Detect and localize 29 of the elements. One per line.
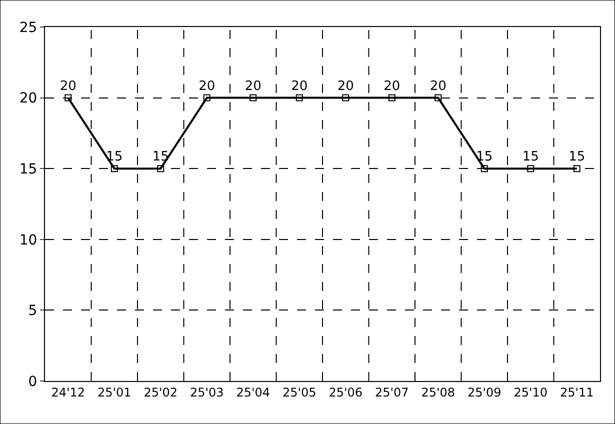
data-label: 15 (476, 150, 493, 165)
data-label: 20 (337, 78, 354, 94)
y-tick-label: 5 (28, 303, 38, 320)
x-tick-label: 25'04 (236, 385, 270, 400)
x-tick-label: 25'01 (97, 385, 132, 400)
data-label: 15 (106, 150, 123, 165)
x-tick-label: 25'07 (374, 385, 409, 400)
x-tick-label: 25'09 (467, 385, 502, 400)
data-label: 20 (60, 78, 76, 94)
x-tick-label: 25'10 (514, 385, 548, 400)
data-label: 20 (244, 78, 262, 94)
data-label: 20 (198, 78, 216, 94)
x-tick-label: 25'08 (421, 385, 456, 400)
y-tick-label: 25 (19, 20, 38, 36)
data-label: 15 (568, 150, 586, 165)
y-tick-label: 10 (19, 232, 38, 248)
x-tick-label: 25'11 (560, 385, 594, 400)
data-label: 15 (522, 150, 539, 165)
x-tick-label: 25'06 (328, 385, 363, 400)
x-tick-label: 25'02 (144, 385, 178, 400)
y-tick-label: 15 (19, 162, 38, 178)
y-tick-label: 0 (28, 374, 38, 390)
data-label: 20 (430, 78, 446, 94)
data-label: 20 (384, 78, 400, 94)
x-tick-label: 24'12 (51, 385, 86, 400)
x-tick-label: 25'03 (190, 385, 224, 400)
x-tick-label: 25'05 (282, 385, 316, 400)
y-tick-label: 20 (19, 90, 38, 107)
data-label: 20 (291, 78, 308, 94)
